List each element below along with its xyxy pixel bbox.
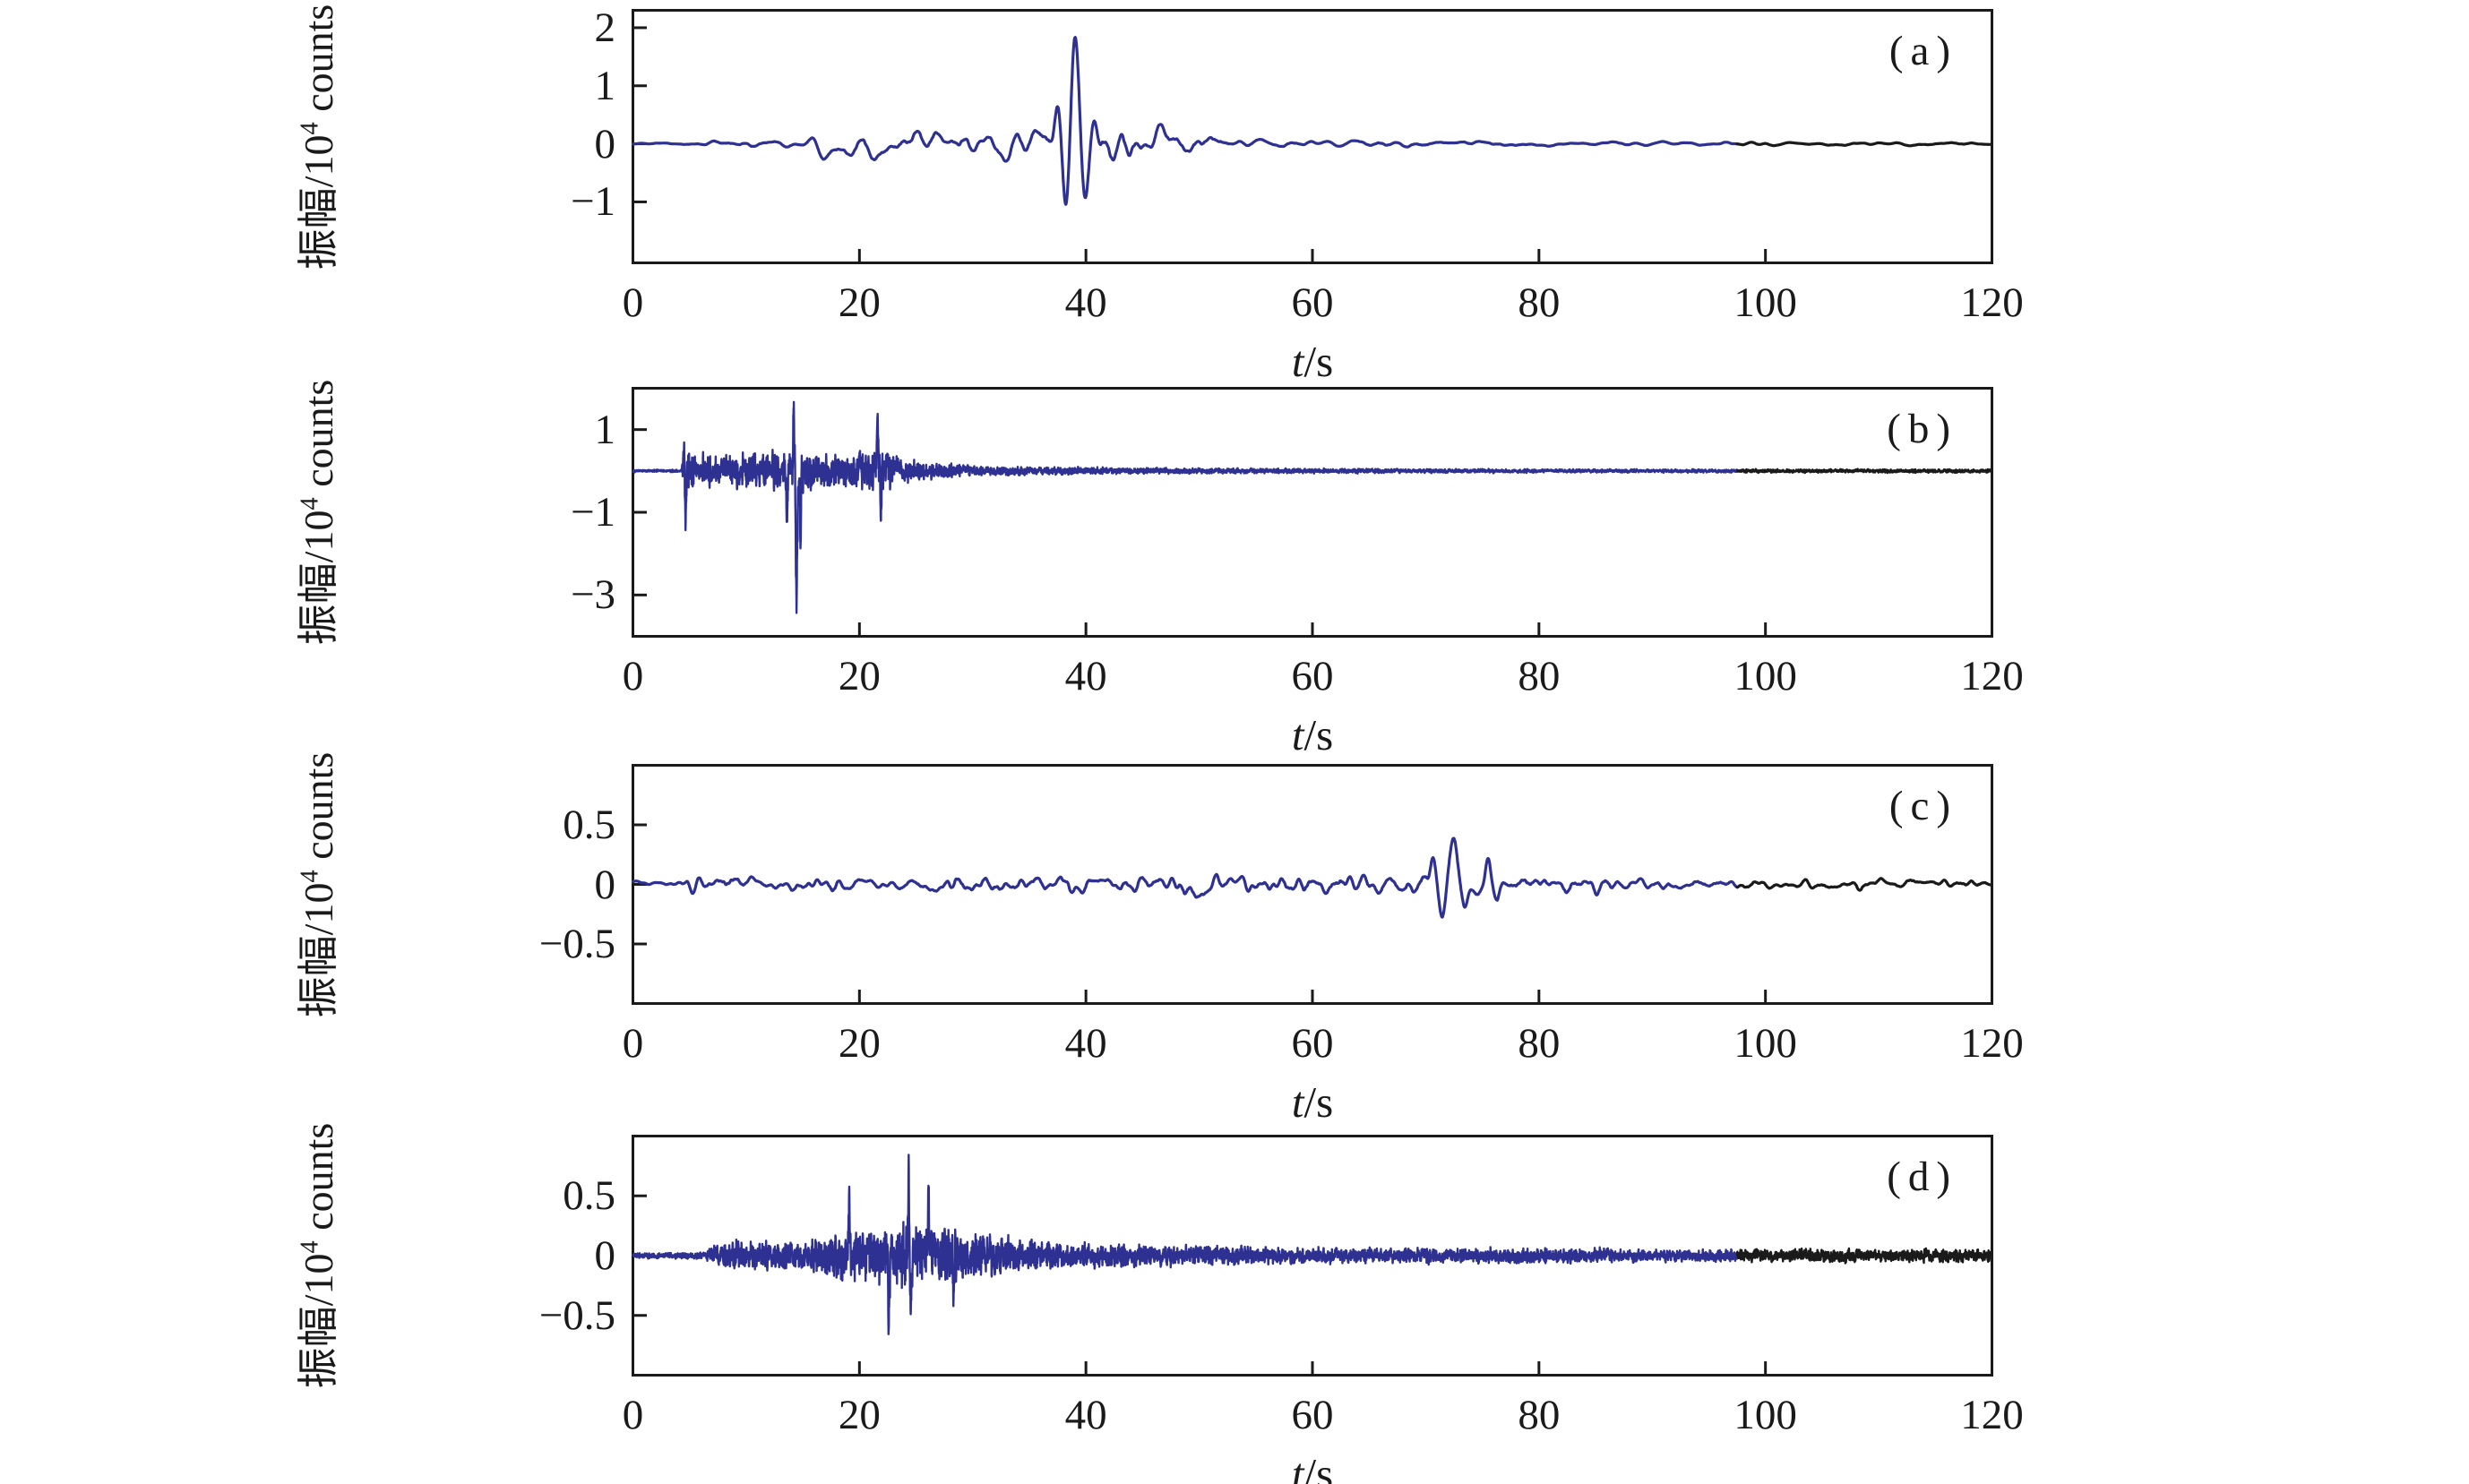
y-tick-label: 0.5 [563,1172,615,1220]
y-tick-label: 1 [594,406,616,453]
x-tick-label: 20 [838,653,881,699]
x-tick-label: 20 [838,1020,881,1067]
x-tick-label: 80 [1518,1020,1561,1067]
x-tick-label: 100 [1733,653,1797,699]
trace-tail-d [1735,1247,1993,1265]
waveform-plot-d [632,1135,1993,1377]
x-tick-label: 20 [838,1392,881,1438]
waveform-plot-a [632,9,1993,264]
panel-title-b: (b) [1887,406,1957,452]
panel-b: (b) [632,387,1993,638]
x-tick-label: 100 [1733,1020,1797,1067]
y-tick-label: 0 [594,120,616,167]
trace-main-a [632,36,1739,206]
x-tick-label: 20 [838,279,881,326]
x-tick-label: 0 [622,279,644,326]
x-tick-label: 0 [622,1392,644,1438]
x-tick-label: 120 [1960,1392,2024,1438]
panel-title-a: (a) [1888,28,1957,74]
y-tick-label: −1 [570,178,615,226]
axis-box [632,9,1993,264]
x-tick-label: 120 [1960,1020,2024,1067]
axis-box [632,387,1993,638]
trace-main-c [632,836,1739,919]
x-tick-label: 80 [1518,1392,1561,1438]
x-tick-label: 60 [1291,1020,1334,1067]
x-axis-label-b: t/s [1291,710,1334,759]
y-tick-label: −0.5 [538,1291,615,1339]
x-tick-label: 120 [1960,653,2024,699]
y-tick-label: 0 [594,1232,616,1279]
y-tick-label: 1 [594,62,616,109]
waveform-plot-b [632,387,1993,638]
x-tick-label: 100 [1733,1392,1797,1438]
trace-main-b [632,400,1739,614]
x-tick-label: 120 [1960,279,2024,326]
x-tick-label: 80 [1518,279,1561,326]
y-axis-label-a: 振幅/104 counts [296,4,341,270]
trace-main-d [632,1154,1739,1335]
x-tick-label: 60 [1291,279,1334,326]
x-axis-label-a: t/s [1291,337,1334,386]
y-axis-label-c: 振幅/104 counts [296,751,341,1017]
y-tick-label: 0 [594,861,616,908]
trace-tail-c [1735,877,1993,892]
x-tick-label: 0 [622,653,644,699]
x-tick-label: 80 [1518,653,1561,699]
panel-title-d: (d) [1887,1154,1957,1200]
y-tick-label: 0.5 [563,802,615,848]
panel-c: (c) [632,764,1993,1005]
x-tick-label: 40 [1064,653,1107,699]
x-tick-label: 100 [1733,279,1797,326]
x-tick-label: 0 [622,1020,644,1067]
x-tick-label: 40 [1064,1392,1107,1438]
x-tick-label: 60 [1291,1392,1334,1438]
y-tick-label: −0.5 [538,921,615,967]
y-tick-label: −3 [570,571,615,619]
trace-tail-a [1735,141,1993,148]
waveform-plot-c [632,764,1993,1005]
x-tick-label: 60 [1291,653,1334,699]
x-tick-label: 40 [1064,279,1107,326]
x-tick-label: 40 [1064,1020,1107,1067]
trace-tail-b [1735,468,1993,475]
panel-d: (d) [632,1135,1993,1377]
x-axis-label-d: t/s [1291,1449,1334,1484]
y-tick-label: −1 [570,489,615,536]
y-axis-label-d: 振幅/104 counts [296,1122,341,1389]
panel-a: (a) [632,9,1993,264]
y-tick-label: 2 [594,4,616,51]
y-axis-label-b: 振幅/104 counts [296,379,341,646]
panel-title-c: (c) [1888,783,1957,829]
x-axis-label-c: t/s [1291,1077,1334,1127]
